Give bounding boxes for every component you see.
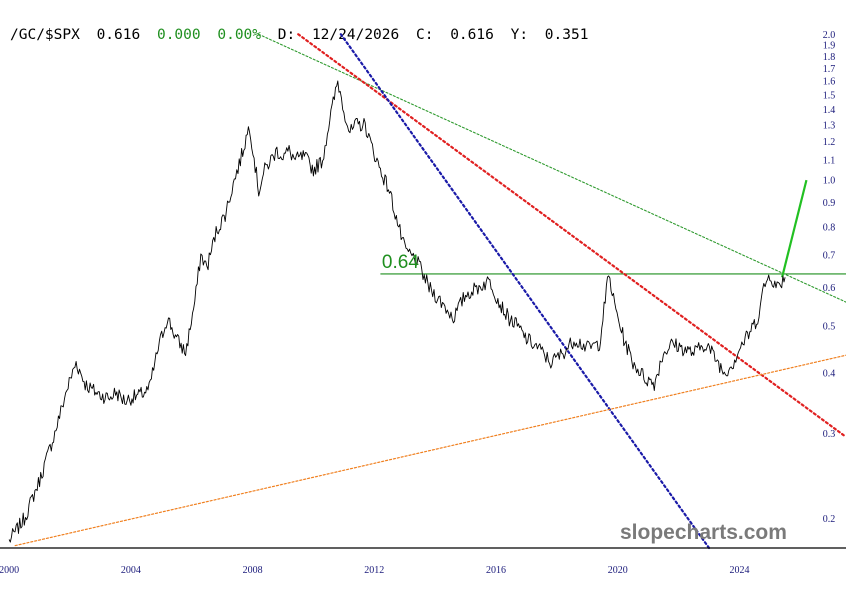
- y-tick-label: 0.9: [823, 198, 836, 209]
- y-tick-label: 0.3: [823, 429, 836, 440]
- header-symbol: /GC/$SPX: [10, 27, 80, 43]
- y-tick-label: 2.0: [823, 30, 836, 41]
- y-tick-label: 0.8: [823, 223, 836, 234]
- header-y-label: Y:: [511, 27, 528, 43]
- price-series-line: [8, 80, 786, 543]
- y-tick-label: 1.8: [823, 52, 836, 63]
- price-layer: [8, 80, 786, 543]
- y-tick-label: 1.9: [823, 41, 836, 52]
- y-tick-label: 0.2: [823, 514, 836, 525]
- green-dotted-trendline: [258, 33, 846, 303]
- header-y-value: 0.351: [545, 27, 589, 43]
- green-projection-line: [781, 179, 808, 278]
- trendlines-layer: [14, 33, 846, 550]
- y-tick-label: 1.4: [823, 105, 836, 116]
- y-tick-label: 1.1: [823, 156, 836, 167]
- y-tick-label: 1.5: [823, 90, 836, 101]
- y-tick-label: 0.6: [823, 283, 836, 294]
- y-tick-label: 1.6: [823, 77, 836, 88]
- y-tick-label: 0.4: [823, 368, 836, 379]
- x-tick-label: 2024: [729, 565, 749, 576]
- header-change: 0.000: [157, 27, 201, 43]
- y-tick-label: 1.7: [823, 64, 836, 75]
- y-tick-label: 1.0: [823, 176, 836, 187]
- header-date-label: D:: [278, 27, 295, 43]
- x-tick-label: 2012: [364, 565, 384, 576]
- x-tick-label: 2008: [243, 565, 263, 576]
- header-close: 0.616: [450, 27, 494, 43]
- chart-header: /GC/$SPX 0.616 0.000 0.00% D: 12/24/2026…: [10, 27, 588, 43]
- header-date: 12/24/2026: [312, 27, 399, 43]
- y-tick-label: 0.5: [823, 321, 836, 332]
- annotations-layer: 0.64: [382, 252, 419, 273]
- level-annotation-label: 0.64: [382, 252, 419, 273]
- y-tick-label: 1.3: [823, 120, 836, 131]
- x-tick-label: 2004: [121, 565, 141, 576]
- x-tick-label: 2016: [486, 565, 506, 576]
- watermark: slopecharts.com: [620, 521, 787, 544]
- red-dotted-trendline: [297, 33, 846, 439]
- header-last: 0.616: [97, 27, 141, 43]
- y-tick-label: 0.7: [823, 251, 836, 262]
- header-close-label: C:: [416, 27, 433, 43]
- blue-dotted-trendline: [339, 33, 711, 550]
- y-tick-label: 1.2: [823, 137, 836, 148]
- orange-dotted-trendline: [14, 354, 846, 547]
- axes-layer: 2000 2004 2008 2012 2016 2020 2024 2.01.91.81.7…: [0, 30, 846, 576]
- x-tick-label: 2020: [608, 565, 628, 576]
- header-change-pct: 0.00%: [217, 27, 261, 43]
- x-tick-label: 2000: [0, 565, 19, 576]
